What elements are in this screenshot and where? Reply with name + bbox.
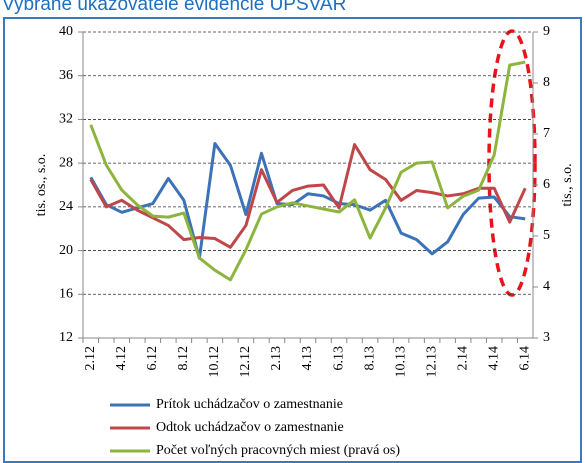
x-tick-label: 10.13 — [393, 346, 408, 378]
x-tick-label: 2.14 — [455, 346, 470, 371]
series-line — [89, 60, 526, 282]
x-tick-label: 4.14 — [486, 346, 501, 371]
y2-tick-label: 3 — [543, 330, 550, 345]
y-tick-label: 32 — [59, 112, 73, 127]
chart-title: Vybrané ukazovatele evidencie ÚPSVAR — [2, 0, 346, 15]
frame — [3, 17, 582, 463]
x-tick-label: 6.14 — [517, 346, 532, 371]
y-tick-label: 12 — [59, 330, 73, 345]
x-tick-label: 4.13 — [300, 346, 315, 371]
y-tick-label: 16 — [59, 287, 73, 302]
x-tick-label: 8.12 — [176, 346, 191, 371]
y2-tick-label: 4 — [543, 279, 550, 294]
x-tick-label: 12.13 — [424, 346, 439, 378]
legend-label: Počet voľných pracovných miest (pravá os… — [156, 443, 400, 458]
y-tick-label: 20 — [59, 243, 73, 258]
x-tick-label: 12.12 — [238, 346, 253, 378]
series-line — [89, 141, 526, 260]
x-tick-label: 8.13 — [362, 346, 377, 371]
y-tick-label: 28 — [59, 155, 73, 170]
y2-tick-label: 6 — [543, 177, 550, 192]
x-tick-label: 6.13 — [331, 346, 346, 371]
y-axis-label: tis. os., s.o. — [34, 154, 49, 217]
y2-axis-label: tis., s.o. — [560, 163, 575, 206]
legend-label: Odtok uchádzačov o zamestnanie — [156, 420, 344, 435]
y-tick-label: 36 — [59, 68, 73, 83]
x-tick-label: 4.12 — [114, 346, 129, 371]
x-tick-label: 10.12 — [207, 346, 222, 378]
x-tick-label: 2.13 — [269, 346, 284, 371]
x-tick-label: 6.12 — [145, 346, 160, 371]
x-tick-label: 2.12 — [83, 346, 98, 371]
y-tick-label: 24 — [59, 199, 73, 214]
legend-label: Prítok uchádzačov o zamestnanie — [156, 397, 343, 412]
y2-tick-label: 5 — [543, 228, 550, 243]
y2-tick-label: 8 — [543, 75, 550, 90]
y2-tick-label: 9 — [543, 24, 550, 39]
y-tick-label: 40 — [59, 24, 73, 39]
y2-tick-label: 7 — [543, 126, 550, 141]
series-line — [89, 143, 527, 249]
